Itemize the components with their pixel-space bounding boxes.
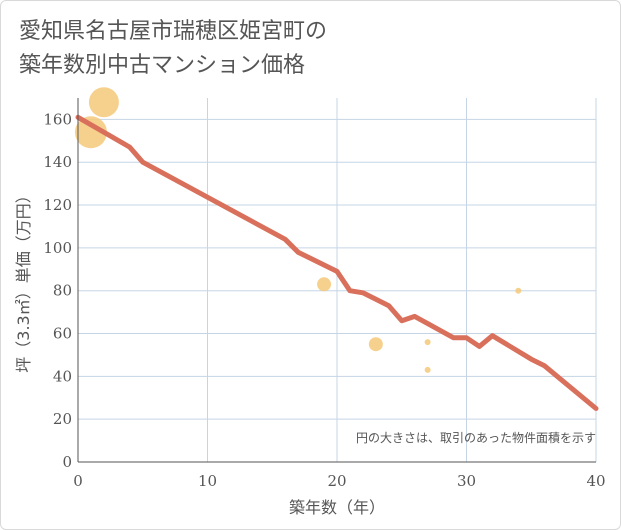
x-tick-label: 30: [457, 472, 476, 490]
y-tick-label: 120: [43, 196, 72, 214]
y-axis-label: 坪（3.3㎡）単価（万円）: [14, 187, 33, 372]
y-tick-label: 160: [43, 110, 72, 128]
chart-title: 愛知県名古屋市瑞穂区姫宮町の 築年数別中古マンション価格: [19, 15, 327, 83]
x-tick-label: 40: [586, 472, 605, 490]
bubble-series: [74, 87, 522, 373]
y-tick-label: 0: [62, 453, 72, 471]
y-tick-label: 140: [43, 153, 72, 171]
y-tick-label: 20: [53, 410, 72, 428]
x-axis-label: 築年数（年）: [289, 498, 385, 517]
y-tick-label: 60: [53, 325, 72, 343]
chart-title-line-1: 愛知県名古屋市瑞穂区姫宮町の: [19, 19, 328, 44]
chart-title-line-2: 築年数別中古マンション価格: [19, 53, 306, 78]
bubble-size-note: 円の大きさは、取引のあった物件面積を示す: [356, 430, 596, 445]
bubble-point: [424, 366, 431, 373]
bubble-point: [88, 87, 119, 118]
bubble-point: [317, 277, 332, 292]
bubble-point: [515, 287, 522, 294]
y-tick-labels: 0 20 40 60 80 100 120 140 160: [43, 110, 72, 471]
x-tick-labels: 0 10 20 30 40: [73, 472, 605, 490]
bubble-point: [424, 339, 431, 346]
trend-line: [75, 114, 599, 411]
x-tick-label: 20: [327, 472, 346, 490]
y-tick-label: 80: [53, 282, 72, 300]
bubble-point: [368, 337, 383, 352]
x-tick-label: 10: [198, 472, 217, 490]
x-tick-label: 0: [73, 472, 83, 490]
y-tick-label: 100: [43, 239, 72, 257]
grid-lines: [78, 98, 597, 462]
bubble-point: [74, 116, 107, 149]
y-tick-label: 40: [53, 367, 72, 385]
